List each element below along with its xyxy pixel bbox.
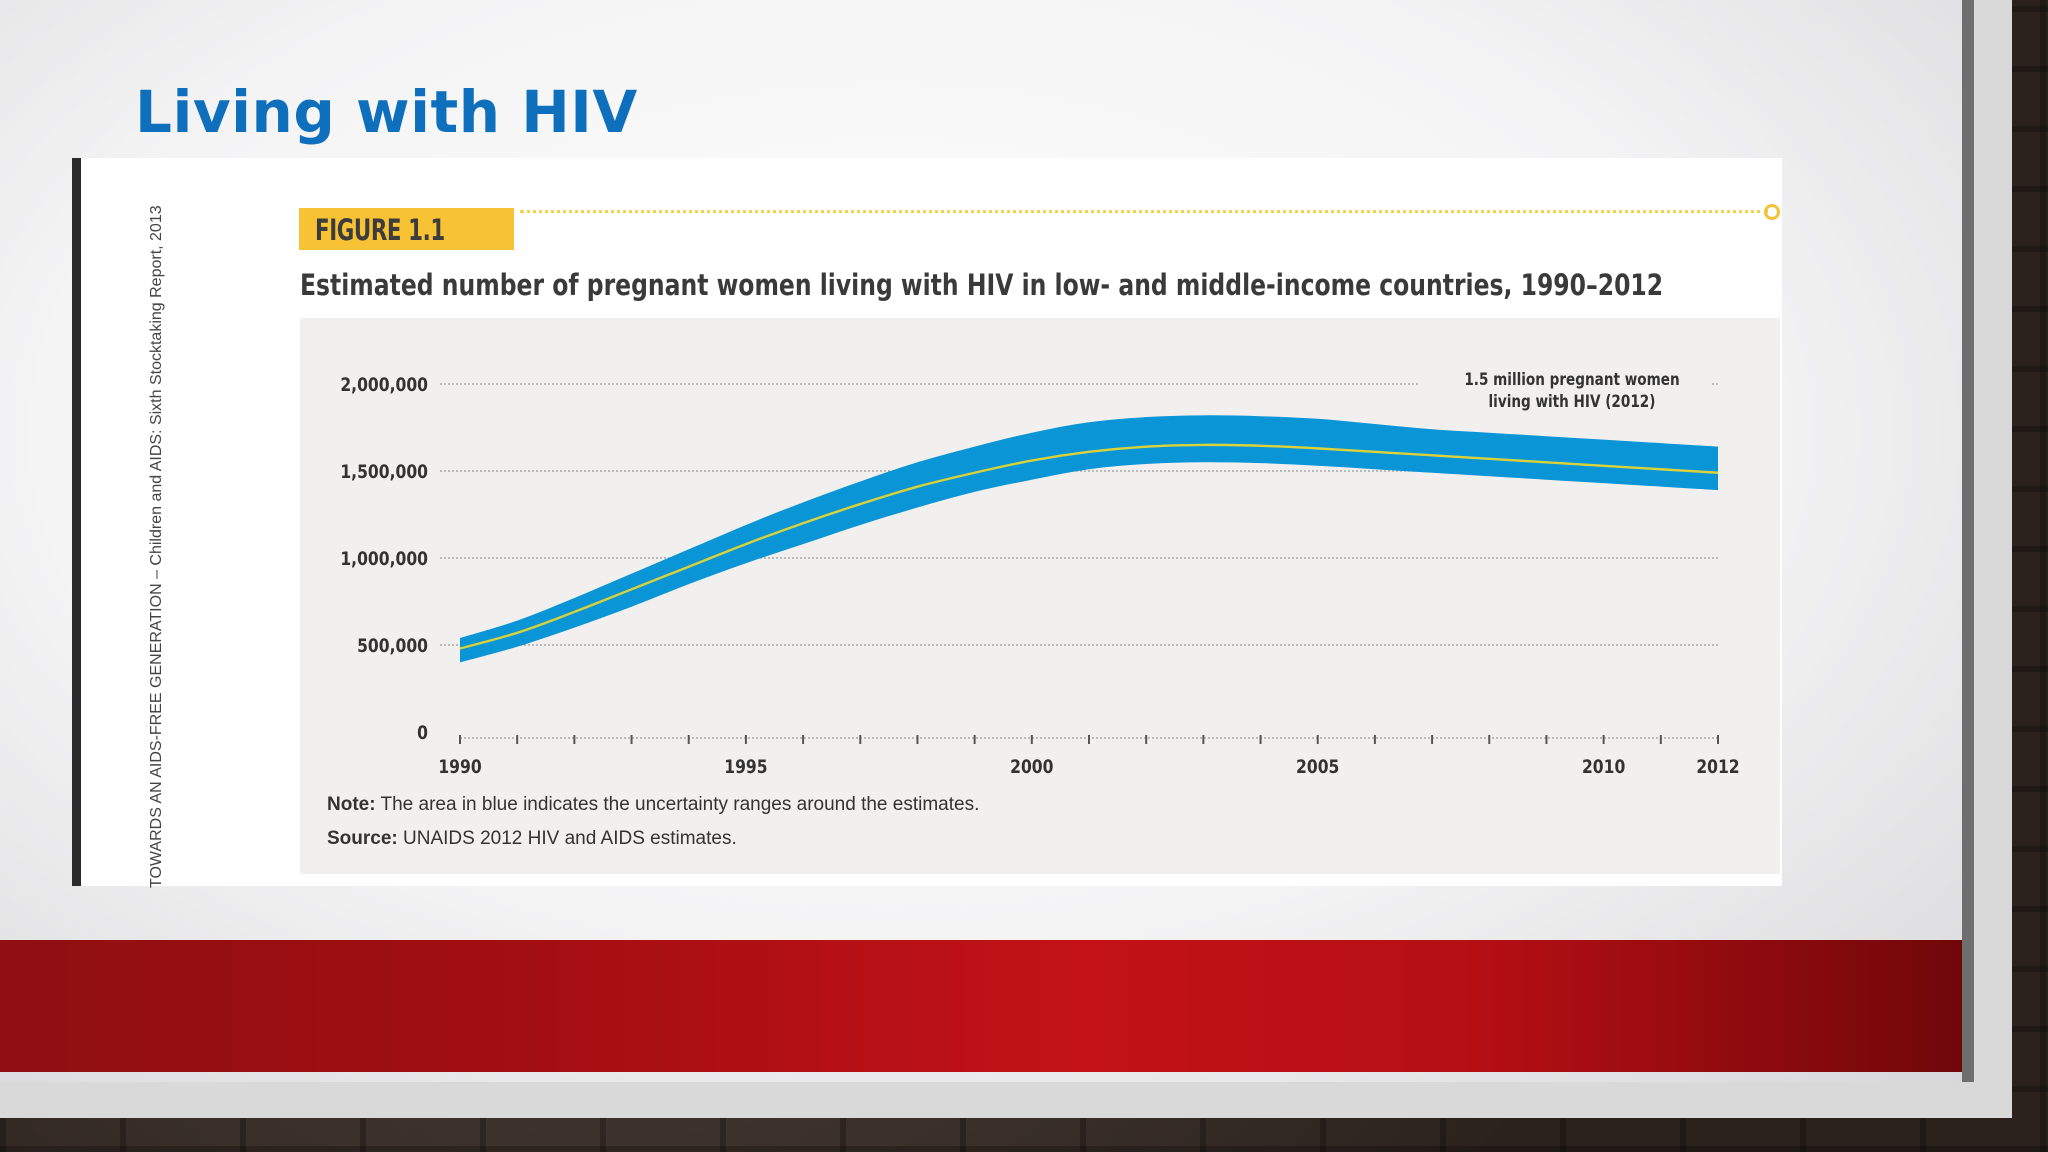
y-tick-label: 1,000,000 bbox=[340, 549, 428, 571]
annotation-line: 1.5 million pregnant women bbox=[1464, 370, 1679, 390]
slide-title: Living with HIV bbox=[135, 78, 638, 146]
figure-badge-label: FIGURE 1.1 bbox=[315, 213, 445, 247]
y-tick-label: 1,500,000 bbox=[340, 462, 428, 484]
figure-source: Source: UNAIDS 2012 HIV and AIDS estimat… bbox=[327, 828, 737, 850]
footer-band bbox=[0, 940, 1970, 1072]
annotation-line: living with HIV (2012) bbox=[1489, 392, 1656, 412]
figure-dotted-rule bbox=[520, 210, 1768, 213]
source-text: UNAIDS 2012 HIV and AIDS estimates. bbox=[397, 828, 737, 849]
annotation-box bbox=[1420, 364, 1712, 414]
y-tick-label: 2,000,000 bbox=[340, 375, 428, 397]
x-tick-label: 2005 bbox=[1296, 757, 1339, 779]
source-label: Source: bbox=[327, 828, 398, 849]
y-tick-label: 500,000 bbox=[357, 636, 428, 658]
x-axis bbox=[459, 735, 1719, 744]
figure-badge: FIGURE 1.1 bbox=[299, 208, 514, 250]
figure-left-bar bbox=[72, 158, 81, 886]
figure-title: Estimated number of pregnant women livin… bbox=[300, 268, 1664, 302]
x-tick-label: 2000 bbox=[1010, 757, 1053, 779]
uncertainty-band-area bbox=[460, 415, 1718, 663]
x-tick-label: 1990 bbox=[438, 757, 481, 779]
note-text: The area in blue indicates the uncertain… bbox=[375, 794, 980, 815]
note-label: Note: bbox=[327, 794, 376, 815]
figure-rule-end-dot bbox=[1764, 204, 1780, 220]
y-tick-labels: 0 500,000 1,000,000 1,500,000 2,000,000 bbox=[340, 375, 428, 745]
x-tick-label: 1995 bbox=[724, 757, 767, 779]
figure-note: Note: The area in blue indicates the unc… bbox=[327, 794, 979, 816]
estimate-line bbox=[459, 443, 1719, 650]
uncertainty-band bbox=[460, 415, 1718, 663]
slide-edge bbox=[1962, 0, 1974, 1082]
x-tick-label: 2012 bbox=[1696, 757, 1739, 779]
y-tick-label: 0 bbox=[417, 723, 428, 745]
x-tick-labels: 1990 1995 2000 2005 2010 2012 bbox=[438, 757, 1739, 779]
x-tick-label: 2010 bbox=[1582, 757, 1625, 779]
estimate-line-path bbox=[459, 443, 1719, 650]
